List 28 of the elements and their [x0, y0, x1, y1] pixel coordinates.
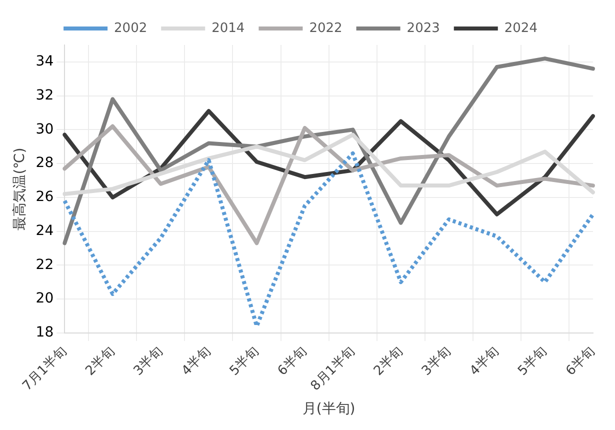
x-axis-title: 月(半旬): [302, 401, 356, 418]
x-tick-label: 4半旬: [179, 344, 214, 379]
x-tick-label: 6半旬: [563, 344, 598, 379]
y-tick-label: 18: [36, 324, 54, 341]
x-tick-label: 2半旬: [371, 344, 406, 379]
x-tick-label: 6半旬: [275, 344, 310, 379]
legend-label: 2024: [504, 20, 538, 36]
x-tick-label: 8月1半旬: [308, 344, 358, 394]
y-axis-title: 最高気温(℃): [12, 148, 28, 230]
y-tick-label: 22: [36, 256, 54, 273]
y-tick-label: 26: [36, 189, 54, 206]
legend-label: 2023: [406, 20, 440, 36]
y-tick-label: 24: [36, 222, 54, 239]
x-tick-label: 3半旬: [419, 344, 454, 379]
x-tick-label: 4半旬: [467, 344, 502, 379]
x-tick-label: 7月1半旬: [20, 344, 70, 394]
y-tick-label: 30: [36, 121, 54, 138]
legend-label: 2002: [114, 20, 148, 36]
y-tick-label: 34: [36, 54, 54, 70]
legend-label: 2022: [309, 20, 342, 36]
y-tick-label: 28: [36, 155, 54, 172]
x-tick-label: 5半旬: [515, 344, 550, 379]
legend-label: 2014: [212, 20, 245, 36]
y-tick-label: 32: [36, 87, 54, 104]
x-tick-label: 2半旬: [83, 344, 118, 379]
x-tick-label: 5半旬: [227, 344, 262, 379]
y-tick-label: 20: [36, 290, 54, 307]
x-tick-label: 3半旬: [131, 344, 166, 379]
